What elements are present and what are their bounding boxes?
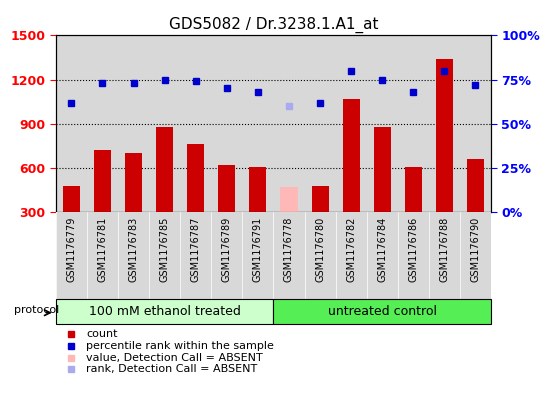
Text: rank, Detection Call = ABSENT: rank, Detection Call = ABSENT bbox=[86, 364, 257, 375]
Bar bbox=[305, 35, 335, 212]
Bar bbox=[242, 212, 273, 299]
Bar bbox=[367, 212, 398, 299]
Text: value, Detection Call = ABSENT: value, Detection Call = ABSENT bbox=[86, 353, 263, 363]
Bar bbox=[87, 212, 118, 299]
Bar bbox=[429, 35, 460, 212]
Bar bbox=[343, 99, 360, 212]
Bar bbox=[281, 187, 297, 212]
Bar bbox=[94, 150, 111, 212]
Text: GSM1176791: GSM1176791 bbox=[253, 217, 263, 282]
Bar bbox=[335, 35, 367, 212]
Bar bbox=[242, 35, 273, 212]
Bar bbox=[305, 212, 335, 299]
Bar bbox=[405, 167, 422, 212]
Bar bbox=[149, 35, 180, 212]
Bar bbox=[211, 212, 242, 299]
Text: GSM1176784: GSM1176784 bbox=[377, 217, 387, 282]
Text: 100 mM ethanol treated: 100 mM ethanol treated bbox=[89, 305, 240, 318]
Text: count: count bbox=[86, 329, 118, 339]
Bar bbox=[460, 212, 491, 299]
Bar bbox=[218, 165, 235, 212]
Bar bbox=[56, 212, 87, 299]
Bar bbox=[249, 167, 266, 212]
Text: GSM1176786: GSM1176786 bbox=[408, 217, 418, 282]
Text: GSM1176790: GSM1176790 bbox=[470, 217, 480, 282]
Bar bbox=[429, 212, 460, 299]
Text: GSM1176787: GSM1176787 bbox=[191, 217, 201, 282]
Bar bbox=[118, 35, 149, 212]
Bar bbox=[367, 35, 398, 212]
Text: GSM1176779: GSM1176779 bbox=[66, 217, 76, 282]
Bar bbox=[211, 35, 242, 212]
Text: GSM1176788: GSM1176788 bbox=[439, 217, 449, 282]
Bar bbox=[273, 299, 491, 324]
Bar bbox=[374, 127, 391, 212]
Text: GSM1176780: GSM1176780 bbox=[315, 217, 325, 282]
Text: GSM1176782: GSM1176782 bbox=[346, 217, 356, 282]
Text: protocol: protocol bbox=[14, 305, 59, 315]
Bar bbox=[398, 212, 429, 299]
Text: untreated control: untreated control bbox=[328, 305, 437, 318]
Bar bbox=[398, 35, 429, 212]
Bar bbox=[273, 212, 305, 299]
Title: GDS5082 / Dr.3238.1.A1_at: GDS5082 / Dr.3238.1.A1_at bbox=[169, 17, 378, 33]
Bar bbox=[467, 159, 484, 212]
Bar bbox=[125, 153, 142, 212]
Text: percentile rank within the sample: percentile rank within the sample bbox=[86, 341, 274, 351]
Bar bbox=[56, 299, 273, 324]
Bar bbox=[156, 127, 173, 212]
Bar bbox=[63, 185, 80, 212]
Text: GSM1176789: GSM1176789 bbox=[222, 217, 232, 282]
Bar bbox=[56, 35, 87, 212]
Text: GSM1176783: GSM1176783 bbox=[128, 217, 138, 282]
Bar bbox=[87, 35, 118, 212]
Bar bbox=[118, 212, 149, 299]
Bar bbox=[187, 144, 204, 212]
Text: GSM1176778: GSM1176778 bbox=[284, 217, 294, 282]
Text: GSM1176785: GSM1176785 bbox=[160, 217, 170, 282]
Bar bbox=[335, 212, 367, 299]
Bar bbox=[273, 35, 305, 212]
Bar bbox=[460, 35, 491, 212]
Bar bbox=[180, 212, 211, 299]
Bar bbox=[180, 35, 211, 212]
Bar bbox=[149, 212, 180, 299]
Bar bbox=[436, 59, 453, 212]
Bar bbox=[311, 185, 329, 212]
Text: GSM1176781: GSM1176781 bbox=[98, 217, 108, 282]
